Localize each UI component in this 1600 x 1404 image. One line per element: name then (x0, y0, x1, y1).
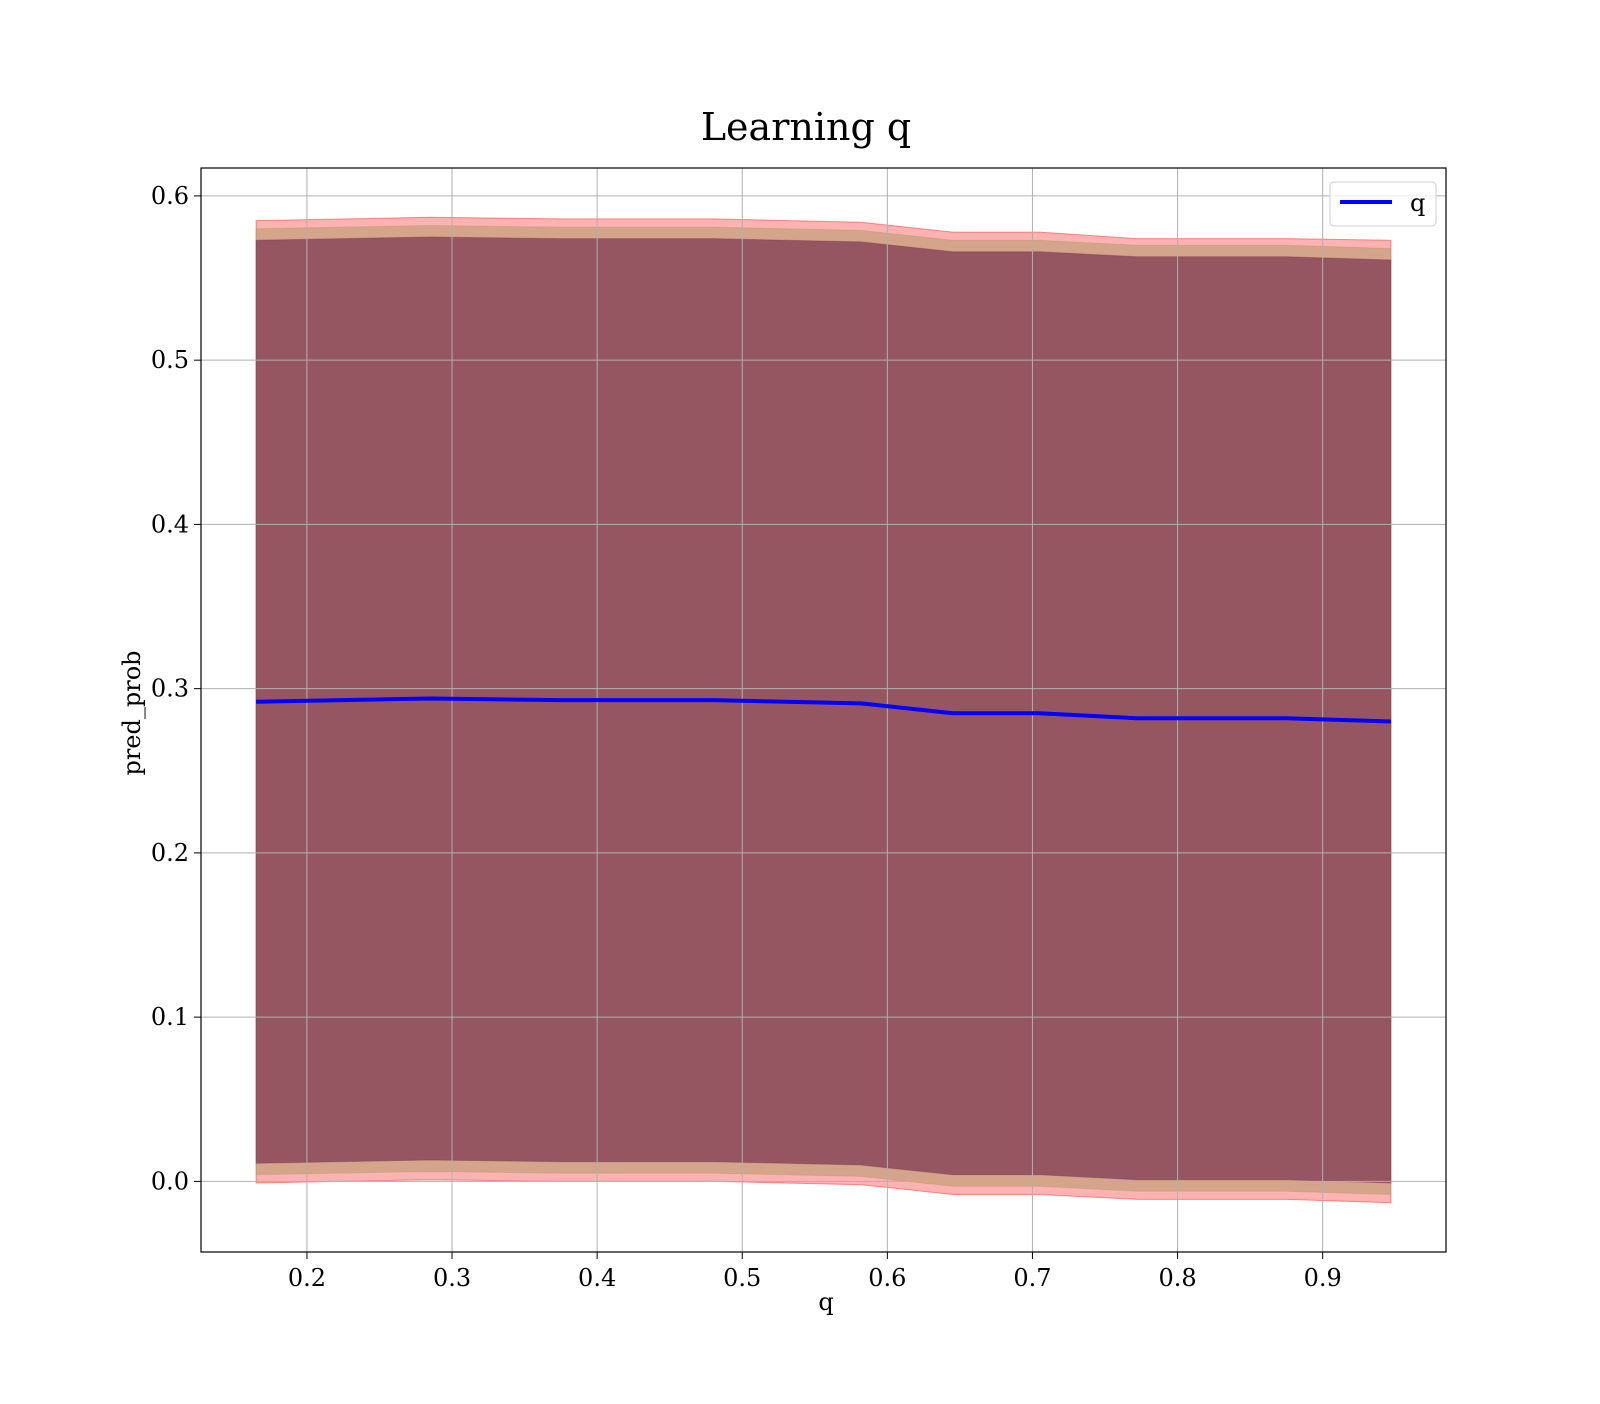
chart-title: Learning q (701, 105, 911, 149)
y-tick-label-4: 0.4 (151, 510, 189, 538)
legend: q (1329, 181, 1437, 227)
y-tick-label-6: 0.6 (151, 182, 189, 210)
series-line-q (256, 696, 1391, 724)
y-tick-label-3: 0.3 (151, 675, 189, 703)
x-tick-label-1: 0.3 (433, 1264, 471, 1292)
x-tick-label-7: 0.9 (1304, 1264, 1342, 1292)
confidence-bands (255, 216, 1392, 1204)
x-tick-label-3: 0.5 (723, 1264, 761, 1292)
x-tick-label-2: 0.4 (578, 1264, 616, 1292)
y-tick-label-2: 0.2 (151, 839, 189, 867)
grid (201, 168, 1446, 1252)
y-axis-label: pred_prob (118, 650, 146, 775)
y-tick-label-0: 0.0 (151, 1167, 189, 1195)
series-lines (256, 696, 1391, 724)
x-tick-label-0: 0.2 (288, 1264, 326, 1292)
x-tick-label-5: 0.7 (1013, 1264, 1051, 1292)
legend-label-q: q (1410, 189, 1425, 217)
x-axis-label: q (818, 1288, 833, 1316)
x-tick-label-4: 0.6 (868, 1264, 906, 1292)
y-tick-label-5: 0.5 (151, 346, 189, 374)
x-tick-label-6: 0.8 (1158, 1264, 1196, 1292)
plot-frame (200, 167, 1447, 1253)
y-axis-ticks: 0.0 0.1 0.2 0.3 0.4 0.5 0.6 (151, 182, 201, 1195)
y-tick-label-1: 0.1 (151, 1003, 189, 1031)
confidence-band-2 (255, 236, 1392, 1184)
x-axis-ticks: 0.2 0.3 0.4 0.5 0.6 0.7 0.8 0.9 (288, 1252, 1342, 1292)
